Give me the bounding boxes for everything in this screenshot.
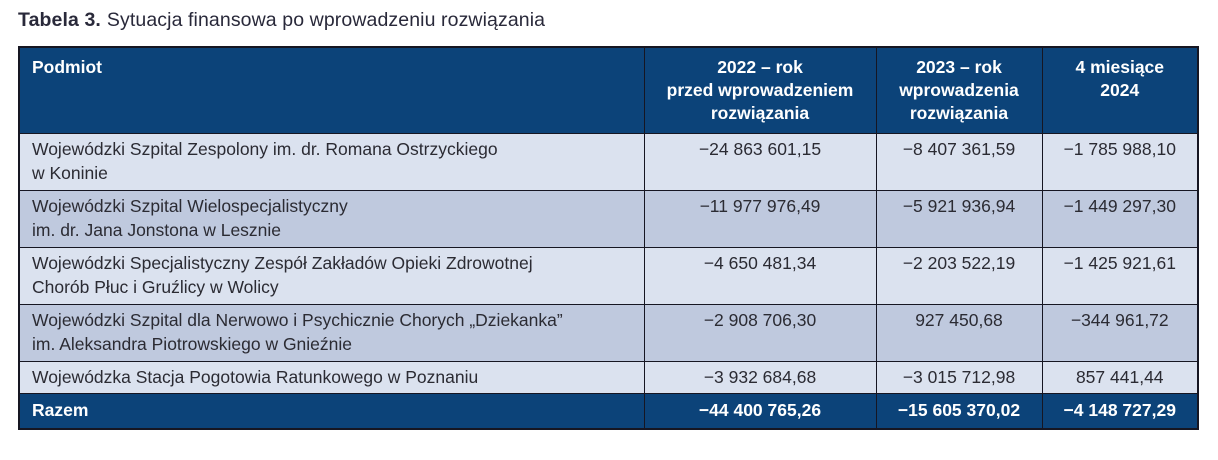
table-row: Wojewódzki Szpital Zespolony im. dr. Rom… bbox=[18, 133, 1199, 191]
cell-2022-value: −3 932 684,68 bbox=[643, 361, 877, 394]
column-header-podmiot: Podmiot bbox=[18, 46, 645, 134]
table-row: Wojewódzki Szpital dla Nerwowo i Psychic… bbox=[18, 304, 1199, 362]
cell-2023-value: −5 921 936,94 bbox=[875, 190, 1043, 248]
table-row: Wojewódzki Specjalistyczny Zespół Zakład… bbox=[18, 247, 1199, 305]
total-2024-value: −4 148 727,29 bbox=[1041, 393, 1199, 429]
cell-entity-name: Wojewódzki Szpital Wielospecjalistyczny … bbox=[18, 190, 645, 248]
cell-2022-value: −2 908 706,30 bbox=[643, 304, 877, 362]
cell-2022-value: −4 650 481,34 bbox=[643, 247, 877, 305]
cell-2024-value: −1 425 921,61 bbox=[1041, 247, 1199, 305]
header-row: Podmiot 2022 – rok przed wprowadzeniem r… bbox=[18, 46, 1199, 134]
cell-2024-value: −1 449 297,30 bbox=[1041, 190, 1199, 248]
column-header-2023: 2023 – rok wprowadzenia rozwiązania bbox=[875, 46, 1043, 134]
financial-situation-table: Podmiot 2022 – rok przed wprowadzeniem r… bbox=[18, 46, 1199, 430]
total-label: Razem bbox=[18, 393, 645, 429]
cell-2023-value: 927 450,68 bbox=[875, 304, 1043, 362]
column-header-4m-2024: 4 miesiące 2024 bbox=[1041, 46, 1199, 134]
cell-2022-value: −11 977 976,49 bbox=[643, 190, 877, 248]
cell-2023-value: −2 203 522,19 bbox=[875, 247, 1043, 305]
column-header-2022: 2022 – rok przed wprowadzeniem rozwiązan… bbox=[643, 46, 877, 134]
cell-2023-value: −8 407 361,59 bbox=[875, 133, 1043, 191]
cell-2023-value: −3 015 712,98 bbox=[875, 361, 1043, 394]
cell-entity-name: Wojewódzki Szpital Zespolony im. dr. Rom… bbox=[18, 133, 645, 191]
table-caption: Tabela 3. Sytuacja finansowa po wprowadze… bbox=[18, 9, 1198, 32]
total-row: Razem −44 400 765,26 −15 605 370,02 −4 1… bbox=[18, 393, 1199, 429]
table-row: Wojewódzki Szpital Wielospecjalistyczny … bbox=[18, 190, 1199, 248]
cell-2024-value: −344 961,72 bbox=[1041, 304, 1199, 362]
cell-2022-value: −24 863 601,15 bbox=[643, 133, 877, 191]
table-caption-text: Sytuacja finansowa po wprowadzeniu rozwi… bbox=[106, 9, 546, 31]
cell-2024-value: 857 441,44 bbox=[1041, 361, 1199, 394]
total-2023-value: −15 605 370,02 bbox=[875, 393, 1043, 429]
total-2022-value: −44 400 765,26 bbox=[643, 393, 877, 429]
table-caption-number: Tabela 3. bbox=[18, 9, 101, 31]
cell-2024-value: −1 785 988,10 bbox=[1041, 133, 1199, 191]
cell-entity-name: Wojewódzka Stacja Pogotowia Ratunkowego … bbox=[18, 361, 645, 394]
table-row: Wojewódzka Stacja Pogotowia Ratunkowego … bbox=[18, 361, 1199, 394]
cell-entity-name: Wojewódzki Specjalistyczny Zespół Zakład… bbox=[18, 247, 645, 305]
cell-entity-name: Wojewódzki Szpital dla Nerwowo i Psychic… bbox=[18, 304, 645, 362]
